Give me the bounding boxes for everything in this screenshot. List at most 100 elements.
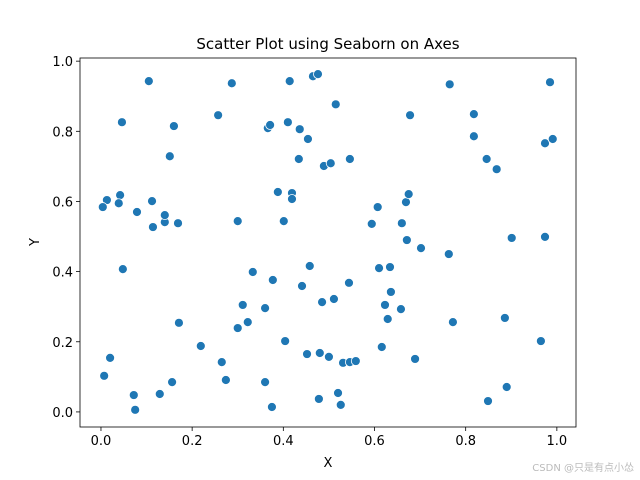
point (247, 267, 258, 277)
point (481, 154, 492, 164)
point (545, 77, 555, 88)
point (303, 134, 313, 144)
point (216, 357, 227, 368)
x-tick-label: 1.0 (547, 434, 568, 449)
point (380, 300, 390, 310)
y-tick-label: 0.2 (52, 336, 73, 351)
point (344, 277, 354, 288)
point (448, 317, 458, 328)
point (374, 263, 384, 274)
point (97, 202, 108, 212)
point (396, 304, 406, 315)
x-tick-label: 0.8 (455, 434, 476, 449)
point (272, 187, 283, 197)
point (335, 400, 346, 410)
point (313, 394, 324, 404)
point (396, 218, 407, 229)
point (385, 262, 395, 272)
point (302, 349, 312, 359)
point (147, 196, 157, 207)
point (317, 297, 327, 308)
point (117, 117, 127, 128)
y-tick-label: 0.6 (52, 195, 73, 210)
point (167, 377, 177, 388)
point (169, 121, 179, 131)
x-axis-label: X (324, 456, 333, 471)
point (330, 99, 341, 110)
point (278, 216, 289, 227)
point (267, 402, 277, 412)
point (401, 197, 411, 208)
point (405, 110, 415, 121)
point (304, 261, 315, 271)
point (535, 336, 546, 346)
point (220, 375, 231, 385)
point (403, 189, 414, 199)
point (468, 109, 479, 120)
point (282, 117, 293, 128)
y-tick-label: 1.0 (52, 55, 73, 70)
point (132, 207, 142, 217)
point (410, 354, 420, 364)
y-tick-label: 0.4 (52, 266, 73, 281)
point (376, 342, 387, 352)
point (143, 76, 154, 87)
point (260, 303, 270, 313)
point (401, 235, 412, 245)
point (105, 353, 115, 363)
x-tick-label: 0.0 (91, 434, 112, 449)
point (382, 314, 393, 324)
point (267, 275, 278, 285)
point (314, 348, 325, 358)
point (159, 210, 170, 221)
point (294, 124, 305, 135)
point (128, 390, 139, 400)
point (324, 351, 334, 362)
point (173, 218, 183, 229)
point (154, 389, 165, 399)
point (416, 243, 426, 254)
point (284, 76, 295, 87)
point (540, 138, 550, 149)
point (113, 198, 124, 209)
point (237, 300, 248, 310)
point (329, 294, 339, 304)
point (468, 131, 479, 142)
point (547, 134, 558, 144)
point (164, 151, 175, 162)
x-tick-label: 0.2 (182, 434, 203, 449)
point (499, 313, 510, 323)
point (232, 323, 243, 333)
x-tick-label: 0.4 (273, 434, 294, 449)
point (386, 287, 396, 297)
point (483, 396, 493, 406)
axes-frame (79, 57, 577, 428)
point (313, 69, 323, 80)
y-tick-label: 0.0 (52, 406, 73, 421)
point (444, 79, 455, 90)
point (297, 281, 307, 291)
point (501, 382, 512, 392)
point (265, 120, 276, 130)
chart-title: Scatter Plot using Seaborn on Axes (196, 35, 459, 53)
point (174, 317, 184, 328)
y-tick-label: 0.8 (52, 125, 73, 140)
y-axis-label: Y (28, 238, 43, 247)
point (226, 78, 237, 89)
point (344, 154, 355, 164)
watermark: CSDN @只是有点小怂 (532, 461, 634, 474)
point (293, 154, 304, 164)
point (117, 264, 128, 275)
point (213, 110, 224, 121)
point (115, 190, 126, 201)
point (372, 202, 383, 212)
point (540, 231, 550, 242)
point (491, 164, 502, 175)
point (195, 341, 206, 351)
point (148, 222, 158, 232)
point (242, 317, 253, 328)
point (260, 377, 270, 388)
point (280, 336, 291, 346)
point (130, 404, 141, 415)
